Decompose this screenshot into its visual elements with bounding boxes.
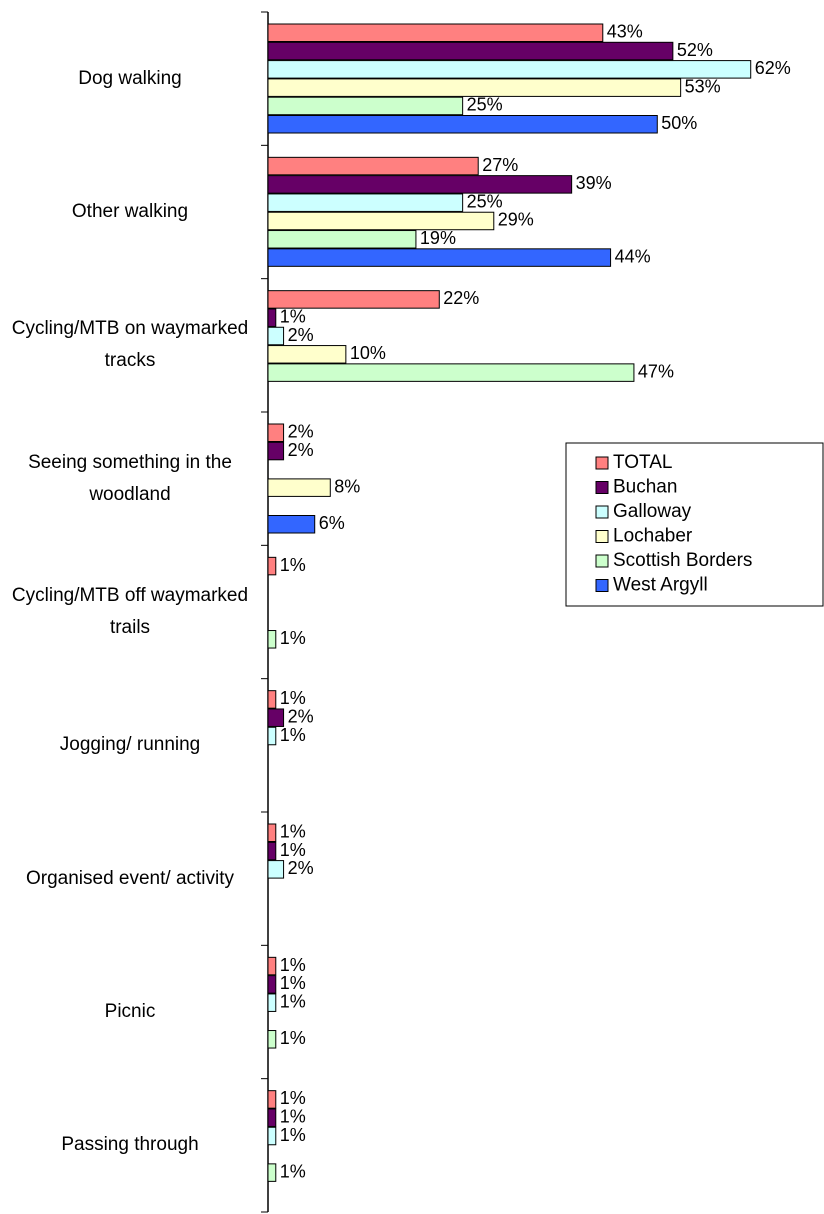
value-label: 22% <box>443 288 479 308</box>
bar <box>267 60 752 79</box>
value-label: 10% <box>350 343 386 363</box>
category-label: Passing through <box>61 1134 199 1156</box>
legend-swatch <box>595 456 609 470</box>
bar <box>267 841 277 861</box>
value-label: 1% <box>280 1125 306 1145</box>
legend-label: Buchan <box>613 477 677 498</box>
legend-label: TOTAL <box>613 452 672 473</box>
category-label: Dog walking <box>78 67 182 89</box>
legend-box <box>565 442 824 607</box>
bar <box>267 1163 277 1182</box>
legend-label: Galloway <box>613 501 692 522</box>
value-label: 39% <box>576 173 612 193</box>
value-label: 47% <box>638 361 674 381</box>
category-label: Cycling/MTB off waymarked trails <box>11 585 249 638</box>
bar <box>267 860 285 879</box>
bar <box>267 96 464 116</box>
bar <box>267 345 347 364</box>
value-label: 19% <box>420 228 456 248</box>
value-label: 1% <box>280 973 306 993</box>
value-label: 27% <box>482 155 518 175</box>
bar <box>267 708 285 727</box>
legend-label: Lochaber <box>613 526 693 547</box>
bar <box>267 630 277 649</box>
legend-swatch <box>595 554 609 568</box>
value-label: 1% <box>280 555 306 575</box>
value-label: 2% <box>288 706 314 726</box>
value-label: 29% <box>498 210 534 230</box>
value-label: 1% <box>280 822 306 842</box>
bar <box>267 290 440 309</box>
bar <box>267 41 674 61</box>
value-label: 2% <box>288 422 314 442</box>
value-label: 1% <box>280 1106 306 1126</box>
bar <box>267 193 464 212</box>
value-label: 1% <box>280 955 306 975</box>
value-label: 1% <box>280 306 306 326</box>
value-label: 52% <box>677 40 713 60</box>
category-label: Jogging/ running <box>59 734 201 756</box>
bar <box>267 423 285 442</box>
bar <box>267 363 635 382</box>
bar <box>267 326 285 346</box>
bar <box>267 23 604 42</box>
category-label: Organised event/ activity <box>25 867 235 889</box>
bar <box>267 1126 277 1146</box>
legend-swatch <box>595 481 609 494</box>
value-label: 62% <box>755 58 791 78</box>
bar <box>267 248 612 267</box>
bar <box>267 726 277 746</box>
bar <box>267 441 285 461</box>
bar <box>267 556 277 576</box>
bar <box>267 1108 277 1127</box>
legend-swatch <box>595 579 609 592</box>
value-label: 53% <box>685 76 721 96</box>
category-label: Seeing something in the woodland <box>28 451 232 505</box>
value-label: 44% <box>615 246 651 266</box>
category-label: Cycling/MTB on waymarked tracks <box>11 318 249 372</box>
category-label: Picnic <box>104 1001 156 1022</box>
value-label: 25% <box>467 191 503 211</box>
value-label: 1% <box>280 840 306 860</box>
bar <box>267 1030 277 1049</box>
bar <box>267 78 682 97</box>
bar <box>267 1090 277 1109</box>
legend-label: Scottish Borders <box>613 550 752 571</box>
value-label: 1% <box>280 725 306 745</box>
value-label: 43% <box>607 22 643 42</box>
value-label: 1% <box>280 1161 306 1181</box>
value-label: 8% <box>334 476 360 496</box>
legend-swatch <box>595 530 609 543</box>
value-label: 2% <box>288 325 314 345</box>
value-label: 50% <box>661 113 697 133</box>
bar <box>267 478 331 497</box>
bar <box>267 956 277 976</box>
category-label: Other walking <box>71 201 189 222</box>
value-label: 1% <box>280 628 306 648</box>
bar <box>267 690 277 709</box>
value-label: 2% <box>288 858 314 878</box>
bar <box>267 993 277 1012</box>
value-label: 1% <box>280 1028 306 1048</box>
value-label: 1% <box>280 991 306 1011</box>
bar <box>267 115 658 134</box>
bar <box>267 175 573 194</box>
bar <box>267 211 495 231</box>
bar <box>267 156 479 176</box>
bar <box>267 308 277 327</box>
value-label: 25% <box>467 95 503 115</box>
legend-swatch <box>595 505 609 519</box>
bar <box>267 230 417 249</box>
bar <box>267 823 277 842</box>
value-label: 1% <box>280 1088 306 1108</box>
value-label: 2% <box>288 440 314 460</box>
legend-label: West Argyll <box>613 575 708 596</box>
bar <box>267 975 277 994</box>
value-label: 1% <box>280 688 306 708</box>
bar <box>267 515 316 534</box>
value-label: 6% <box>319 513 345 533</box>
